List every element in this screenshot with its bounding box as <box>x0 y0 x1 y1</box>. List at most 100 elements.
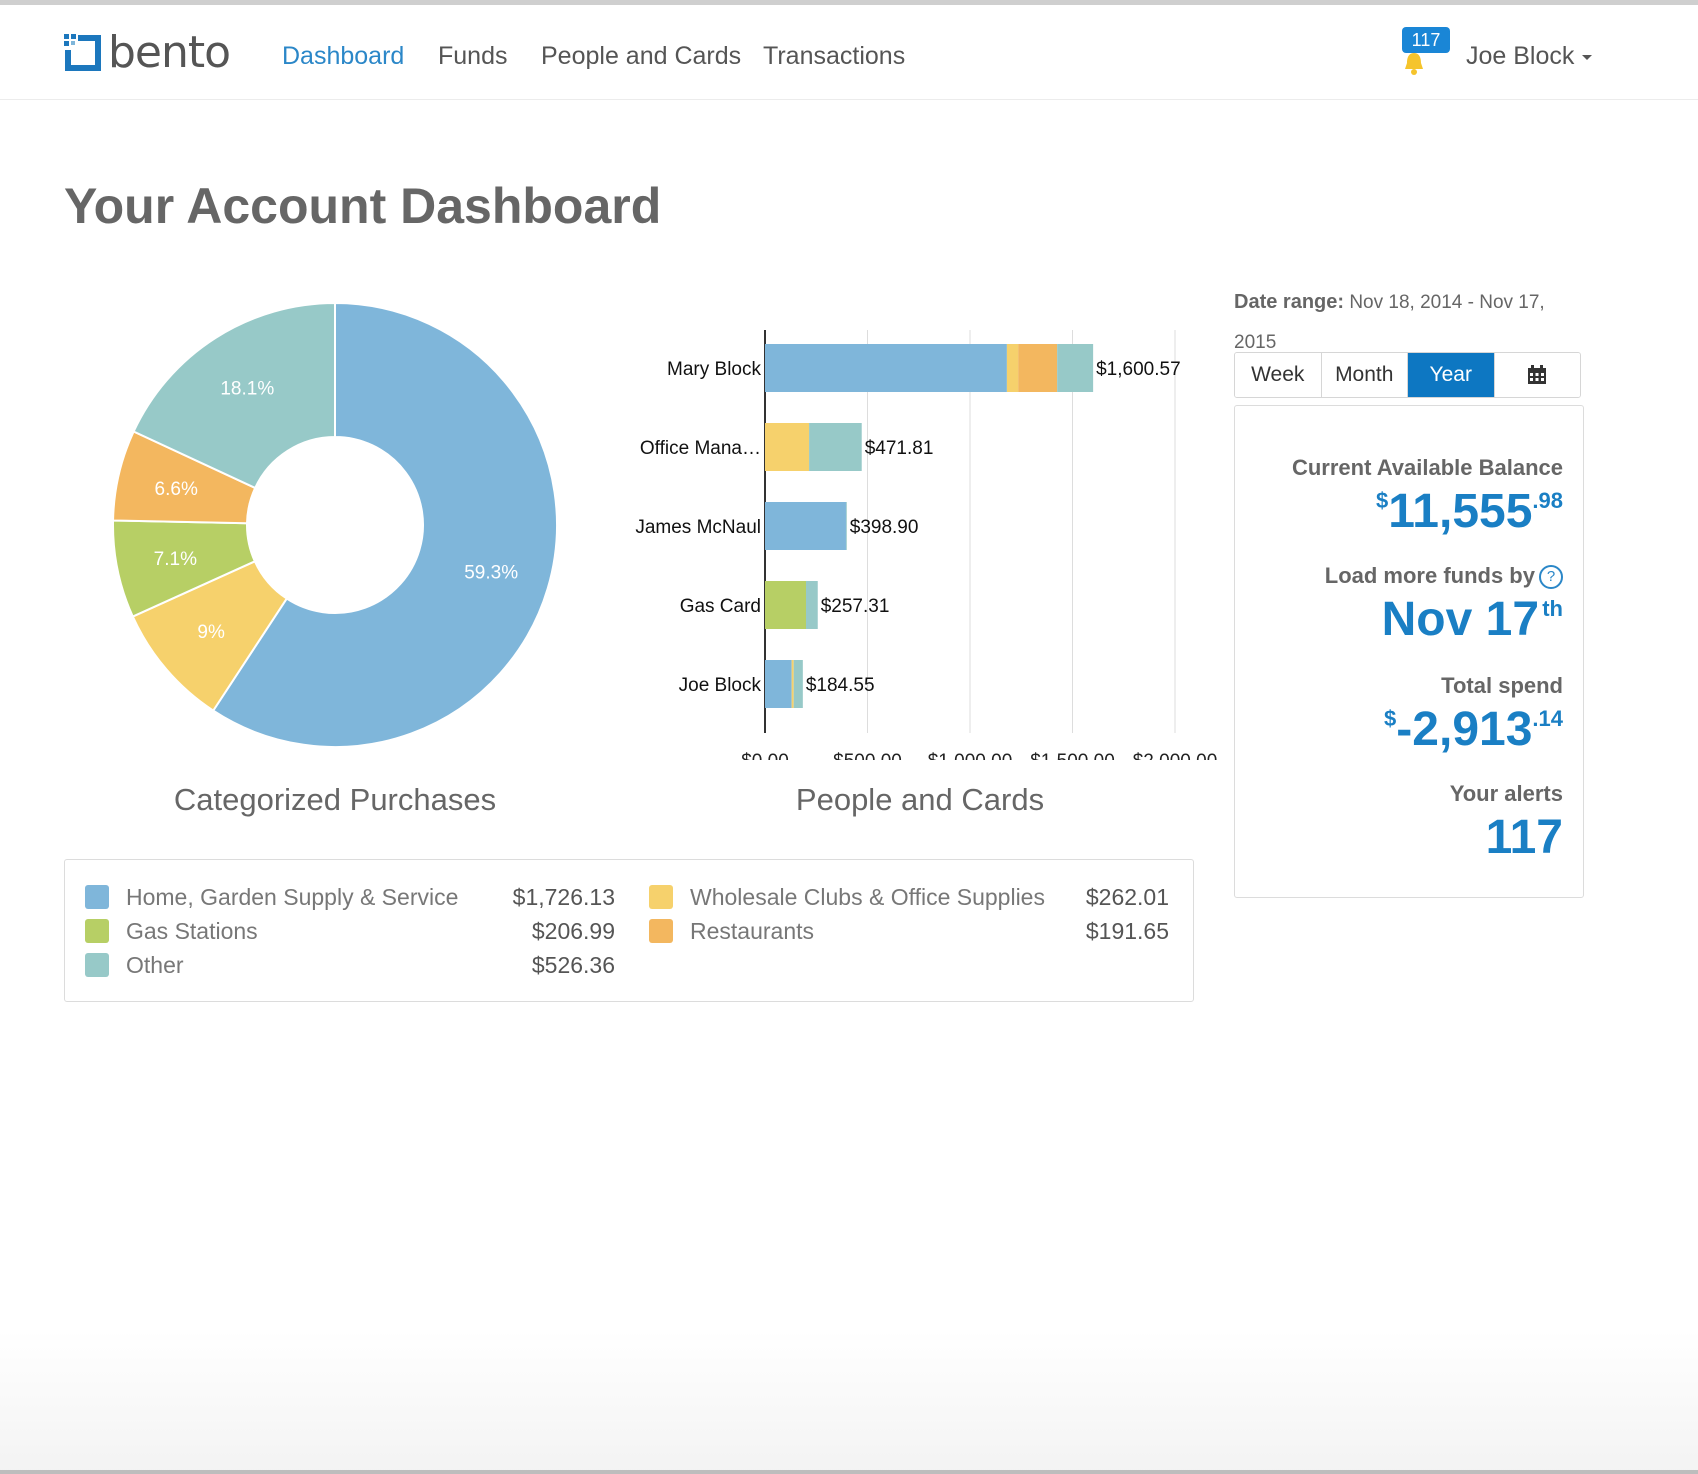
bar-segment <box>791 660 794 708</box>
bar-segment <box>1057 344 1094 392</box>
nav-dashboard[interactable]: Dashboard <box>282 42 405 70</box>
bell-icon[interactable] <box>1400 49 1428 77</box>
legend-label: Gas Stations <box>126 918 258 944</box>
load-funds-date: Nov 17 th <box>1382 592 1563 648</box>
month-button[interactable]: Month <box>1321 353 1408 397</box>
bar-segment <box>765 344 1007 392</box>
nav-people-and-cards[interactable]: People and Cards <box>541 42 742 70</box>
legend-item: Other $526.36 <box>85 950 615 980</box>
legend-swatch <box>649 919 673 943</box>
caret-down-icon <box>1582 54 1593 60</box>
page-title: Your Account Dashboard <box>64 178 662 234</box>
legend-label: Restaurants <box>690 918 815 944</box>
bar-chart-caption: People and Cards <box>795 782 1045 817</box>
bar-category-label: Gas Card <box>680 596 761 617</box>
legend-label: Other <box>126 952 184 978</box>
balance-label: Current Available Balance <box>1291 455 1563 480</box>
bar-segment <box>806 581 818 629</box>
legend-label: Wholesale Clubs & Office Supplies <box>690 884 1045 910</box>
date-range-label: Date range: <box>1234 291 1345 313</box>
donut-slice-label: 6.6% <box>155 479 198 500</box>
load-date-suffix: th <box>1542 596 1563 621</box>
legend-value: $526.36 <box>531 952 615 978</box>
legend-value: $191.65 <box>1085 918 1169 944</box>
donut-slice-label: 59.3% <box>464 563 518 584</box>
bar-total-label: $471.81 <box>865 438 934 459</box>
people-and-cards-bar-chart: $0.00 $500.00 $1,000.00 $1,500.00 $2,000.00 M… <box>635 330 1218 760</box>
balance-whole: 11,555 <box>1388 485 1533 538</box>
alerts-label: Your alerts <box>1449 781 1563 806</box>
year-button[interactable]: Year <box>1408 353 1495 397</box>
bar-segment <box>765 660 792 708</box>
bar-segment <box>765 502 846 550</box>
spend-cents: .14 <box>1532 706 1563 731</box>
legend-item: Restaurants $191.65 <box>649 916 1179 946</box>
user-menu[interactable]: Joe Block <box>1466 41 1593 71</box>
bento-logo-icon <box>64 34 101 71</box>
balance-cents: .98 <box>1532 488 1563 513</box>
legend-item: Wholesale Clubs & Office Supplies $262.0… <box>649 882 1179 912</box>
donut-slice-label: 7.1% <box>154 549 197 570</box>
page-bottom-shade <box>0 1330 1698 1474</box>
x-tick-label: $500.00 <box>833 751 902 760</box>
balance-currency: $ <box>1375 488 1389 513</box>
window-top-border <box>0 0 1698 5</box>
spend-currency: $ <box>1384 706 1397 731</box>
categorized-purchases-donut-chart: 59.3% 9% 7.1% 6.6% 18.1% <box>112 301 558 748</box>
donut-slice <box>211 301 558 748</box>
bar-category-label: James McNaul <box>635 517 761 538</box>
user-name: Joe Block <box>1466 42 1575 70</box>
bar-segment <box>809 423 862 471</box>
bento-logo-text: bento <box>108 27 231 78</box>
x-tick-label: $0.00 <box>741 751 789 760</box>
donut-slice <box>132 301 336 490</box>
donut-slice-label: 9% <box>197 622 225 643</box>
nav-funds[interactable]: Funds <box>438 42 508 70</box>
legend-item: Home, Garden Supply & Service $1,726.13 <box>85 882 615 912</box>
legend-value: $262.01 <box>1085 884 1169 910</box>
bar-category-label: Mary Block <box>667 359 761 380</box>
legend-swatch <box>85 953 109 977</box>
week-button[interactable]: Week <box>1235 353 1322 397</box>
help-icon[interactable]: ? <box>1539 565 1563 590</box>
x-tick-label: $2,000.00 <box>1133 751 1218 760</box>
legend-value: $1,726.13 <box>512 884 615 910</box>
donut-slice-label: 18.1% <box>220 379 274 400</box>
load-funds-text: Load more funds by <box>1324 563 1535 588</box>
date-range-value: Nov 18, 2014 - Nov 17, 2015 <box>1234 292 1545 353</box>
legend-value: $206.99 <box>531 918 615 944</box>
x-tick-label: $1,500.00 <box>1030 751 1115 760</box>
date-range-selector: Week Month Year <box>1234 352 1581 398</box>
alerts-value[interactable]: 117 <box>1486 810 1563 866</box>
bar-category-label: Joe Block <box>679 675 762 696</box>
bar-total-label: $1,600.57 <box>1096 359 1181 380</box>
load-funds-label: Load more funds by? <box>1325 562 1563 590</box>
load-date: Nov 17 <box>1381 593 1540 646</box>
category-legend: Home, Garden Supply & Service $1,726.13 … <box>64 859 1194 1002</box>
calendar-icon <box>1528 365 1547 384</box>
account-stats-panel: Current Available Balance $11,555.98 Loa… <box>1234 405 1584 898</box>
legend-swatch <box>85 885 109 909</box>
nav-transactions[interactable]: Transactions <box>763 42 906 70</box>
bar-total-label: $184.55 <box>806 675 875 696</box>
bar-category-label: Office Mana… <box>640 438 761 459</box>
bento-logo[interactable]: bento <box>64 27 231 78</box>
bar-segment <box>1006 344 1019 392</box>
bar-total-label: $257.31 <box>821 596 890 617</box>
bar-segment <box>1018 344 1058 392</box>
bar-total-label: $398.90 <box>850 517 919 538</box>
bar-segment <box>765 423 810 471</box>
notification-badge[interactable]: 117 <box>1402 27 1450 53</box>
date-range: Date range: Nov 18, 2014 - Nov 17, 2015 <box>1234 282 1574 363</box>
bar-segment <box>845 502 847 550</box>
top-navbar: bento Dashboard Funds People and Cards T… <box>0 5 1698 100</box>
balance-value: $11,555.98 <box>1376 484 1563 540</box>
legend-swatch <box>85 919 109 943</box>
bar-segment <box>765 581 806 629</box>
spend-whole: -2,913 <box>1396 703 1533 756</box>
bar-segment <box>793 660 803 708</box>
legend-swatch <box>649 885 673 909</box>
calendar-button[interactable] <box>1494 353 1580 397</box>
x-tick-label: $1,000.00 <box>928 751 1013 760</box>
total-spend-value: $-2,913.14 <box>1384 702 1563 758</box>
